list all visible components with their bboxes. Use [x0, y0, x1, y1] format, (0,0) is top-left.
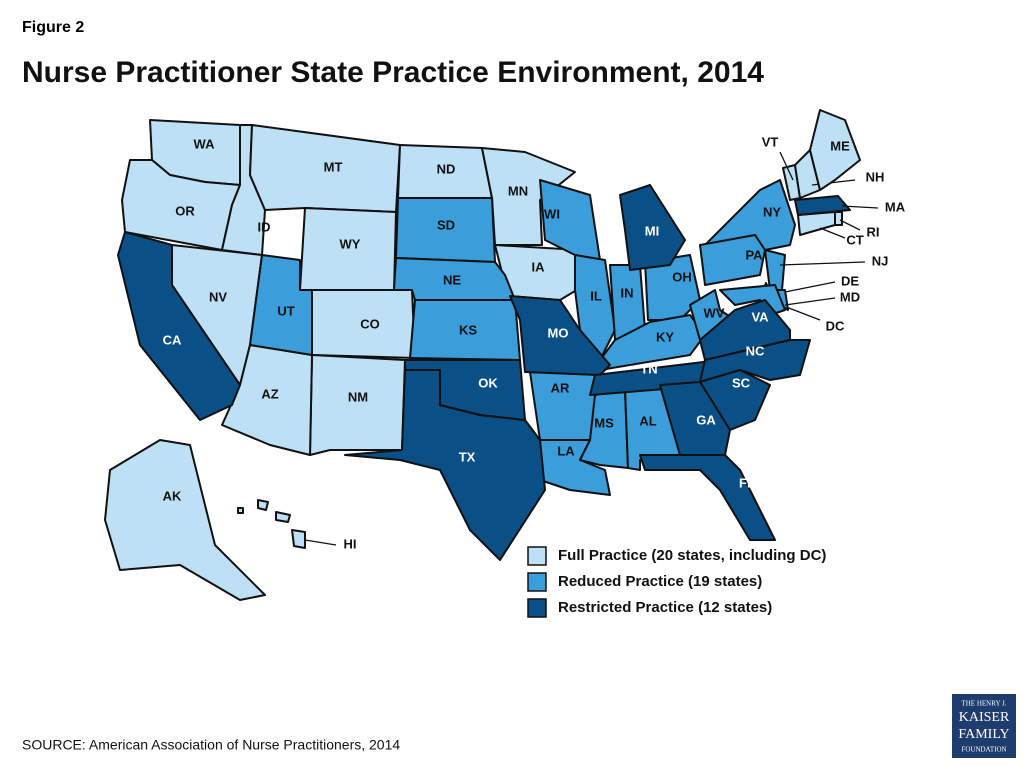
state-label: AK	[163, 488, 182, 503]
state	[699, 234, 766, 286]
state-label: HI	[344, 536, 357, 551]
state-label: SD	[437, 217, 455, 232]
state-label: NV	[209, 289, 227, 304]
leader-line	[839, 219, 861, 231]
state-label: CA	[163, 332, 182, 347]
leader-line	[819, 227, 846, 239]
state-label: WI	[544, 206, 560, 221]
logo-box	[952, 694, 1016, 758]
state	[764, 249, 786, 291]
leader-line	[784, 297, 836, 306]
state	[117, 231, 241, 421]
logo-text: FOUNDATION	[961, 746, 1006, 754]
state-label: FL	[739, 475, 755, 490]
state-label: VT	[762, 134, 779, 149]
state	[104, 439, 266, 601]
state-label: GA	[696, 412, 716, 427]
logo-text: FAMILY	[958, 727, 1009, 742]
state-label: IN	[621, 285, 634, 300]
legend-label: Reduced Practice (19 states)	[558, 573, 762, 590]
state-label: UT	[277, 303, 294, 318]
state-label: TX	[459, 449, 476, 464]
state-label: PA	[745, 247, 763, 262]
title: Nurse Practitioner State Practice Enviro…	[22, 56, 764, 89]
state	[249, 254, 313, 356]
state-label: VA	[751, 309, 769, 324]
state-label: KS	[459, 322, 477, 337]
state	[794, 195, 851, 216]
state-label: WA	[194, 136, 216, 151]
legend-swatch	[527, 546, 547, 566]
state-label: NH	[866, 169, 885, 184]
logo-text: KAISER	[959, 710, 1010, 725]
state-label: SC	[732, 375, 751, 390]
state-label: KY	[656, 329, 674, 344]
leader-line	[304, 539, 337, 546]
state-label: NC	[746, 343, 765, 358]
state	[309, 354, 406, 456]
state-label: NM	[348, 389, 368, 404]
map: WA OR ID MT WY ND MN IA NV CO NM AZ AK HI VT NH ME RI CT DC…	[104, 109, 906, 601]
state-label: NY	[763, 204, 781, 219]
legend: Full Practice (20 states, including DC) R…	[527, 546, 826, 618]
state-label: AZ	[261, 386, 278, 401]
logo-text: THE HENRY J.	[961, 700, 1006, 708]
state-label: NE	[443, 272, 461, 287]
state-label: MT	[324, 159, 343, 174]
leader-line	[841, 205, 879, 209]
leader-line	[779, 151, 794, 181]
state	[619, 184, 686, 271]
state-label: LA	[557, 443, 575, 458]
state	[809, 109, 861, 191]
legend-swatch	[527, 598, 547, 618]
state	[659, 381, 731, 456]
state-label: ND	[437, 161, 456, 176]
state-label: DC	[826, 318, 845, 333]
state-label: TN	[640, 361, 657, 376]
state-label: WV	[704, 305, 725, 320]
state-label: MO	[548, 325, 569, 340]
state-label: DE	[841, 273, 859, 288]
state-label: OR	[175, 203, 195, 218]
state-label: IL	[590, 288, 602, 303]
state-label: MA	[885, 199, 906, 214]
state-label: NJ	[872, 253, 889, 268]
state-label: AR	[551, 380, 570, 395]
state-label: OK	[478, 375, 498, 390]
state-label: RI	[867, 224, 880, 239]
figure-label: Figure 2	[22, 19, 84, 36]
state-label: MI	[645, 223, 659, 238]
legend-label: Restricted Practice (12 states)	[558, 599, 772, 616]
state-label: WY	[340, 236, 361, 251]
state	[834, 211, 843, 226]
state-label: CT	[846, 232, 863, 247]
state-label: MS	[594, 415, 614, 430]
state-label: AL	[639, 413, 656, 428]
state-label: ID	[258, 219, 271, 234]
legend-swatch	[527, 572, 547, 592]
state-label: MN	[508, 183, 528, 198]
state-label: MD	[840, 289, 860, 304]
leader-line	[779, 261, 866, 266]
state-label: CO	[360, 316, 380, 331]
leader-line	[784, 281, 836, 293]
state-label: OH	[672, 269, 692, 284]
state	[639, 454, 776, 541]
state-label: IA	[532, 259, 546, 274]
source: SOURCE: American Association of Nurse Pr…	[22, 737, 400, 753]
state	[404, 359, 526, 421]
legend-label: Full Practice (20 states, including DC)	[558, 547, 826, 564]
state	[644, 254, 701, 321]
state-label: ME	[830, 138, 850, 153]
state	[299, 289, 416, 359]
state	[509, 295, 611, 376]
state	[237, 499, 306, 549]
